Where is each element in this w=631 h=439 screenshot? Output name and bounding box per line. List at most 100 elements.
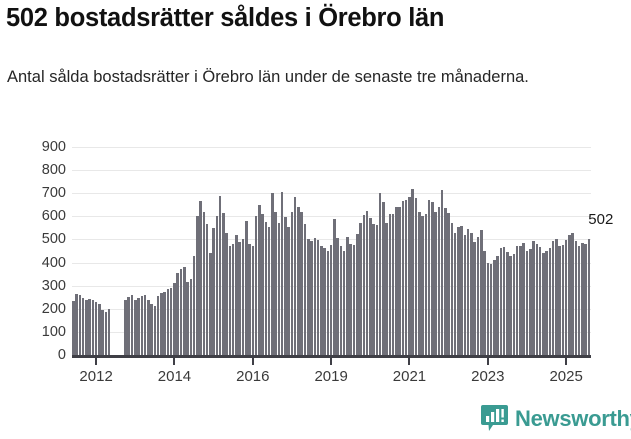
bar <box>261 213 264 355</box>
bar <box>199 200 202 355</box>
newsworthy-logo[interactable]: Newsworthy <box>481 404 631 434</box>
page-subtitle: Antal sålda bostadsrätter i Örebro län u… <box>7 68 529 86</box>
bar <box>460 226 463 355</box>
bar <box>192 255 196 355</box>
gridline <box>72 239 591 241</box>
bar <box>427 199 431 355</box>
bar <box>395 207 398 355</box>
x-axis-tick <box>565 358 568 365</box>
bar <box>421 216 424 355</box>
x-axis-tick <box>251 358 254 365</box>
bar <box>551 241 555 355</box>
x-axis-tick-label: 2025 <box>549 368 583 385</box>
y-axis-tick-label: 400 <box>41 254 66 271</box>
gridline <box>72 193 591 195</box>
bar <box>147 300 150 355</box>
bar <box>359 223 362 355</box>
x-axis-tick <box>486 358 489 365</box>
x-axis-line <box>72 355 591 358</box>
bar <box>277 223 281 355</box>
bar <box>378 193 382 355</box>
bar <box>519 246 522 355</box>
y-axis: 0 100 200 300 400 500 600 700 800 900 <box>0 140 66 362</box>
bar <box>545 250 548 355</box>
bar <box>153 306 157 355</box>
bar <box>280 191 284 355</box>
bar <box>134 300 137 355</box>
bar <box>156 296 160 355</box>
x-axis-tick <box>408 358 411 365</box>
bar <box>542 253 545 355</box>
bar <box>173 283 176 355</box>
bar <box>310 241 313 355</box>
bar <box>182 266 186 355</box>
bar <box>225 232 228 355</box>
bar <box>414 197 418 355</box>
bar <box>290 211 294 355</box>
bar <box>493 259 496 355</box>
bar <box>137 298 140 355</box>
bar <box>587 238 591 355</box>
bar <box>333 219 336 355</box>
bar <box>75 293 78 355</box>
bar <box>258 205 261 355</box>
bar <box>169 287 173 355</box>
bar <box>489 264 493 355</box>
bar <box>453 232 457 355</box>
chart-canvas: 0 100 200 300 400 500 600 700 800 900 2012 2014 201… <box>0 140 631 390</box>
bar <box>140 295 144 355</box>
bar <box>349 244 352 355</box>
bar <box>313 237 317 355</box>
bar <box>284 217 287 355</box>
bar <box>496 255 499 355</box>
bar <box>166 289 170 355</box>
bar <box>408 196 411 355</box>
bar <box>339 246 343 355</box>
bar <box>506 252 509 355</box>
bar <box>254 216 258 355</box>
bar <box>450 223 454 355</box>
bar <box>483 251 486 355</box>
bar <box>480 230 483 355</box>
bar <box>248 244 251 355</box>
bar <box>300 211 304 355</box>
bar <box>424 214 428 355</box>
y-axis-tick-label: 700 <box>41 184 66 201</box>
bar <box>525 251 529 355</box>
bar-chart-bubble-icon <box>481 404 508 434</box>
bar <box>293 197 297 355</box>
bar <box>564 239 568 355</box>
bar <box>235 234 238 355</box>
bar <box>558 246 561 355</box>
newsworthy-wordmark: Newsworthy <box>515 406 631 431</box>
x-axis-tick <box>330 358 333 365</box>
bar <box>336 237 339 355</box>
page-title: 502 bostadsrätter såldes i Örebro län <box>6 4 445 32</box>
bar <box>398 206 401 355</box>
bar <box>130 295 134 355</box>
bar <box>466 228 470 355</box>
bar <box>476 237 480 355</box>
bar <box>411 189 414 355</box>
bar <box>437 207 441 355</box>
bar <box>218 196 222 355</box>
bar <box>391 213 395 355</box>
bar <box>222 212 225 355</box>
bar <box>245 221 248 355</box>
bar <box>369 218 372 355</box>
bar <box>532 240 535 355</box>
bar <box>561 244 565 355</box>
bar <box>434 211 437 355</box>
bar <box>418 211 421 355</box>
bar <box>512 254 516 355</box>
bar <box>320 246 323 355</box>
bar <box>316 240 320 355</box>
bar <box>486 263 490 355</box>
bar <box>499 248 503 355</box>
x-axis-tick-label: 2012 <box>79 368 113 385</box>
bar <box>91 300 95 355</box>
bar <box>388 214 392 355</box>
bar <box>323 248 326 355</box>
bar <box>574 241 578 355</box>
